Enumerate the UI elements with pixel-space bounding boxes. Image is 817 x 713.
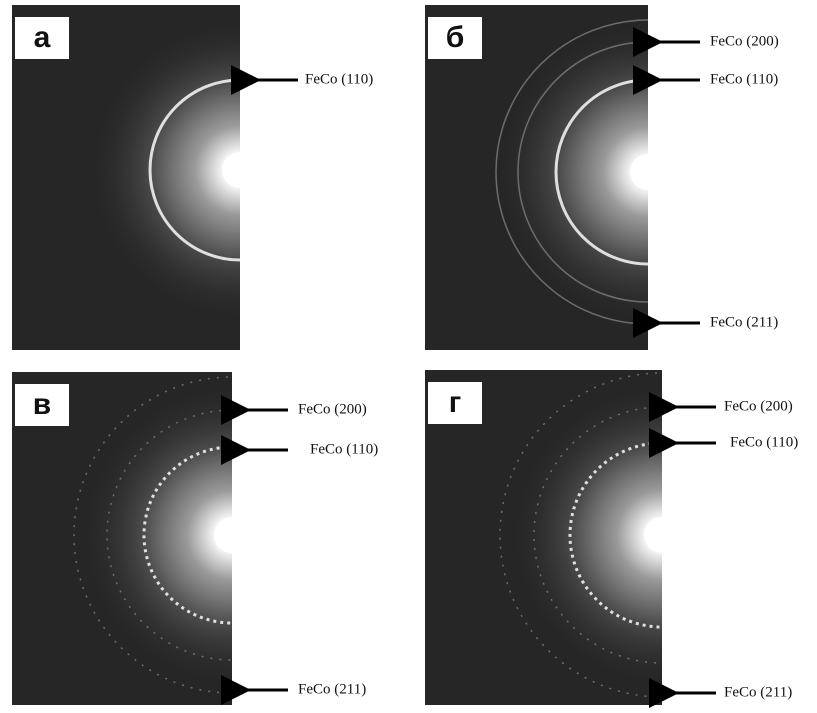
ring-annotation: FeCo (110) bbox=[730, 434, 798, 450]
ring-annotation: FeCo (200) bbox=[724, 398, 793, 414]
diffraction-panel: а bbox=[12, 5, 390, 350]
center-spot bbox=[222, 152, 258, 188]
pattern bbox=[425, 370, 817, 705]
center-spot bbox=[630, 154, 666, 190]
ring-annotation: FeCo (110) bbox=[305, 71, 373, 87]
diffraction-panel: б bbox=[425, 5, 800, 350]
ring-annotation: FeCo (110) bbox=[710, 71, 778, 87]
diffraction-panel: г bbox=[425, 370, 817, 705]
ring-annotation: FeCo (200) bbox=[298, 401, 367, 417]
diffraction-panel: в bbox=[12, 372, 390, 705]
ring-annotation: FeCo (211) bbox=[298, 681, 366, 697]
panel-label: б bbox=[446, 21, 465, 54]
center-spot bbox=[214, 517, 250, 553]
figure: а FeCo (110) б FeCo (200) FeCo (110) FeCo (21… bbox=[0, 0, 817, 713]
center-spot bbox=[644, 517, 680, 553]
panel-label: а bbox=[34, 21, 51, 54]
ring-annotation: FeCo (211) bbox=[710, 314, 778, 330]
ring-annotation: FeCo (211) bbox=[724, 684, 792, 700]
panel-label: г bbox=[449, 386, 462, 419]
ring-annotation: FeCo (110) bbox=[310, 441, 378, 457]
panel-label: в bbox=[33, 388, 51, 421]
ring-annotation: FeCo (200) bbox=[710, 33, 779, 49]
